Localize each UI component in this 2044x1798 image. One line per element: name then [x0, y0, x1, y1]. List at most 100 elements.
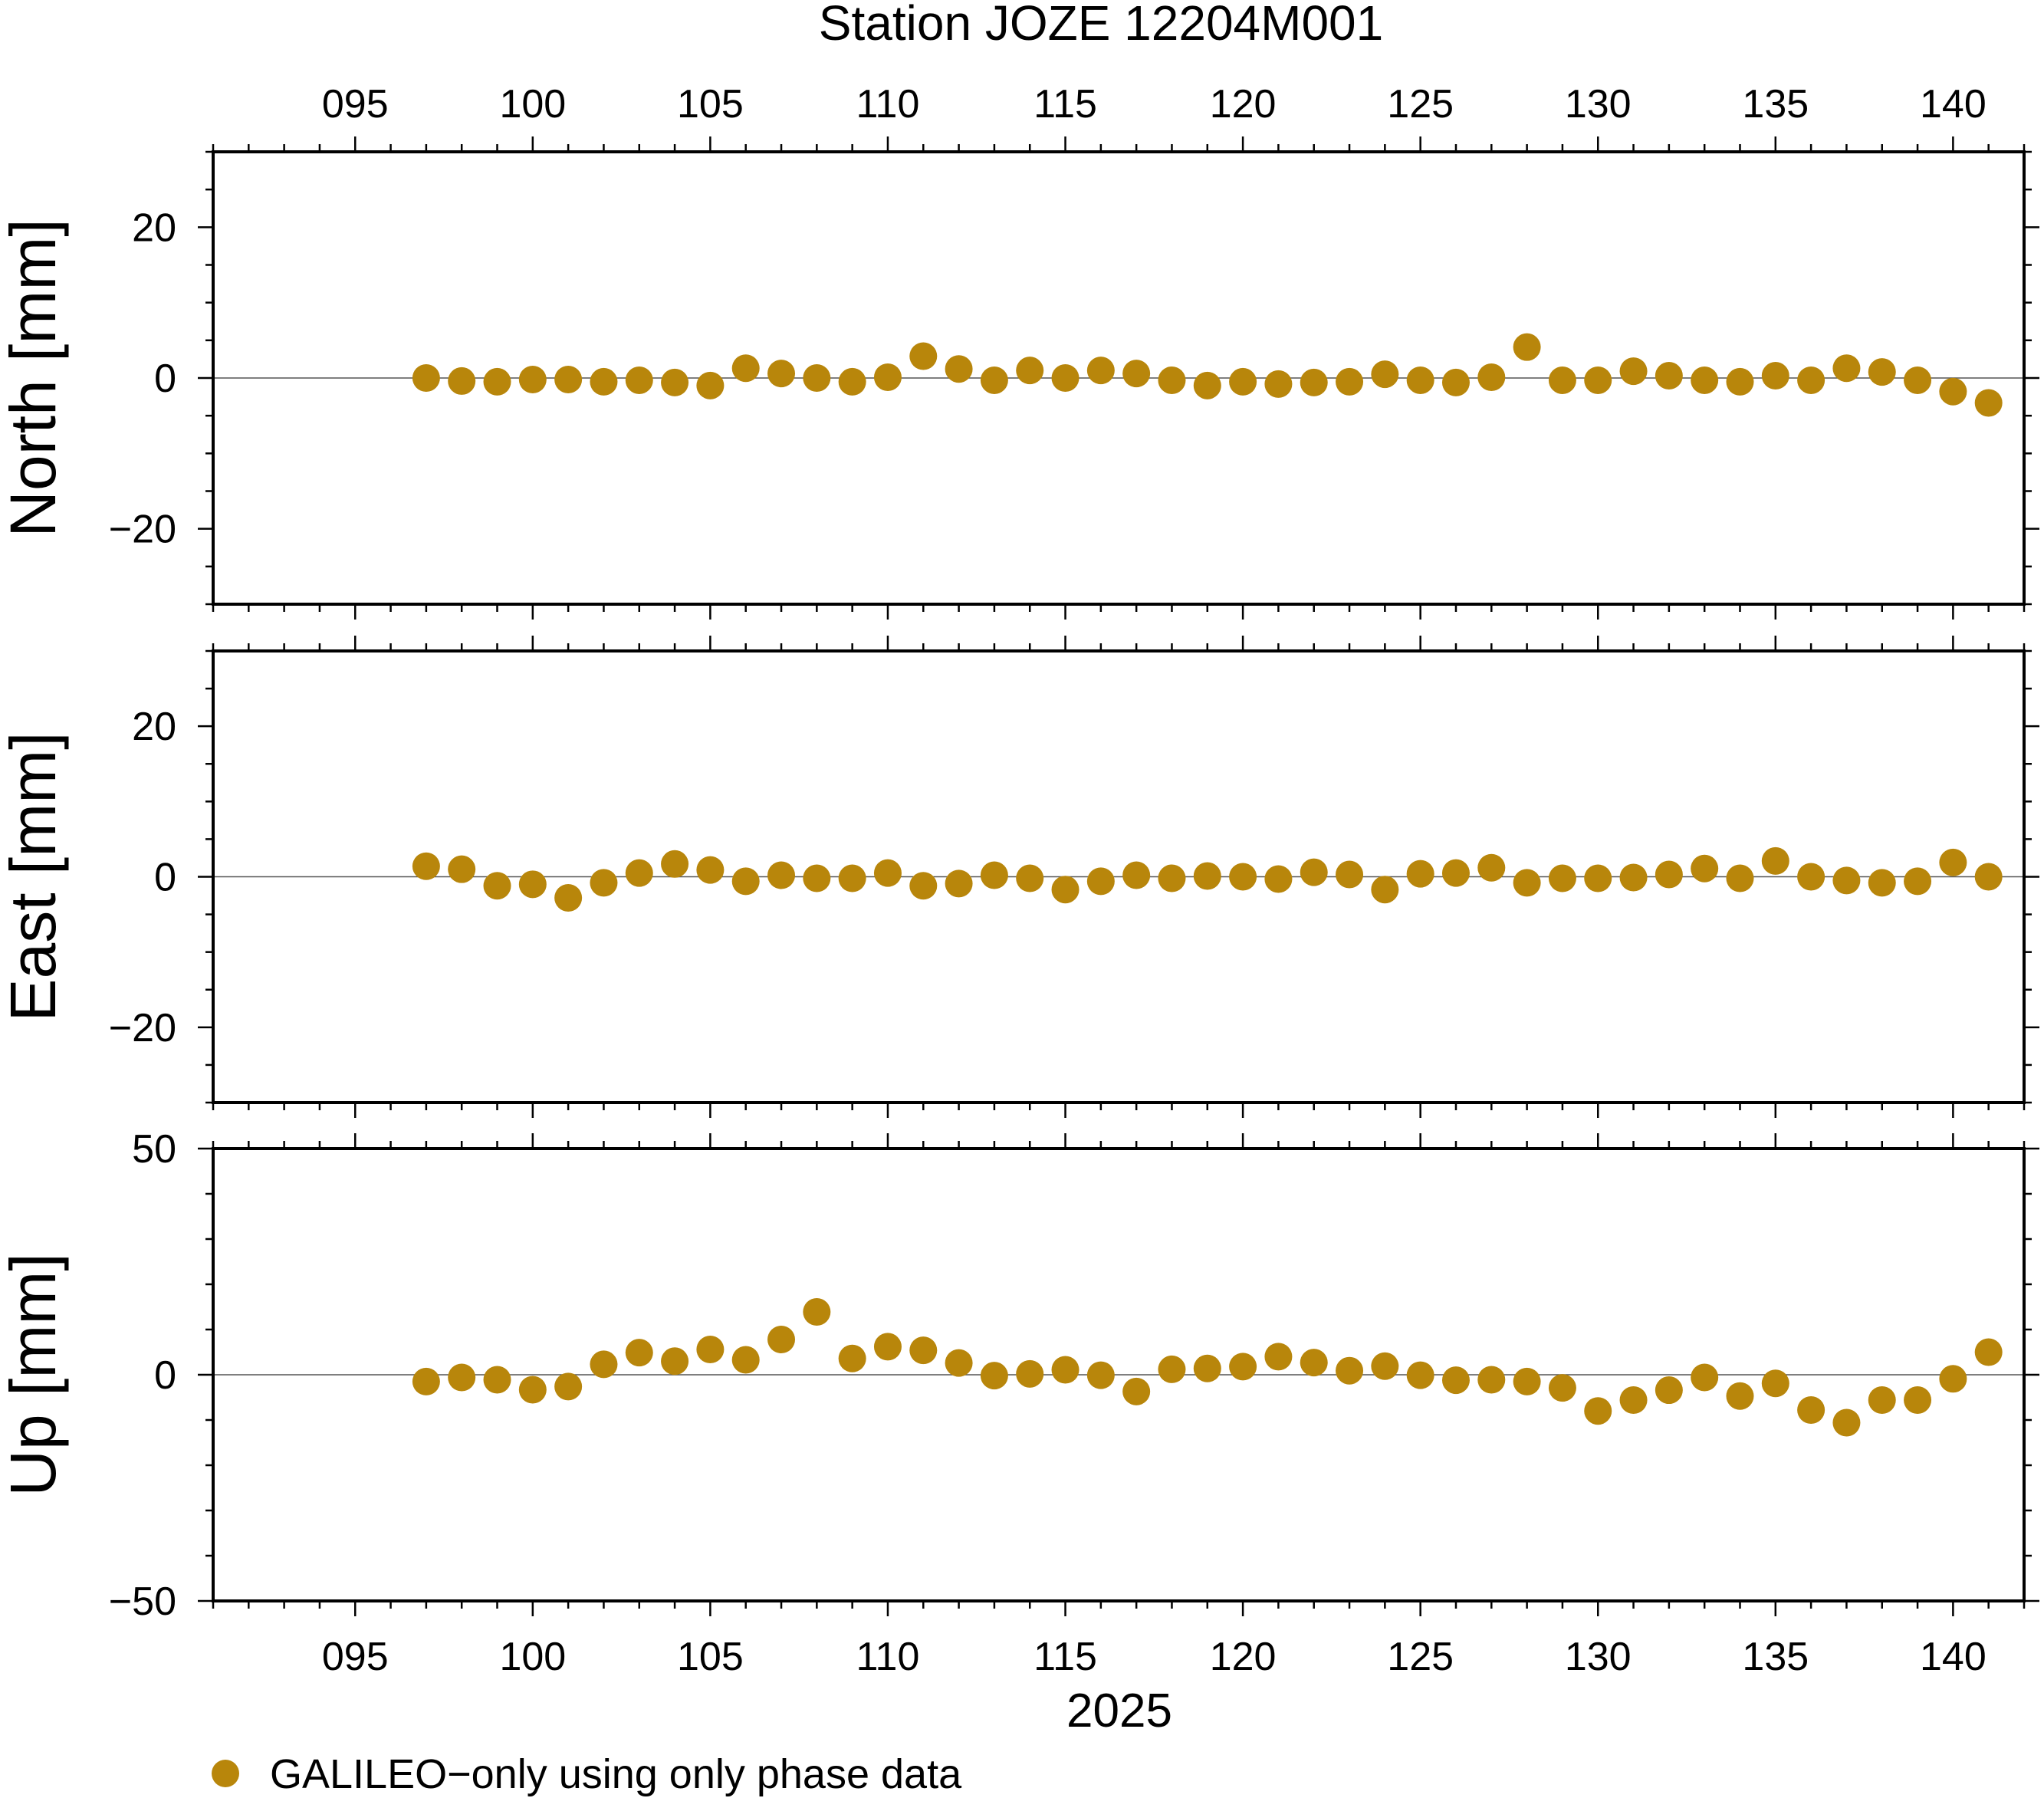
data-point: [980, 861, 1008, 889]
y-tick-label: 20: [132, 205, 176, 250]
data-point: [1619, 863, 1648, 892]
data-point: [980, 1362, 1008, 1390]
chart-title: Station JOZE 12204M001: [819, 0, 1383, 51]
data-point: [412, 364, 440, 392]
x-tick-label-top: 135: [1742, 82, 1809, 127]
data-point: [1051, 364, 1080, 392]
data-point: [1726, 1382, 1754, 1410]
data-point: [696, 1335, 725, 1363]
data-point: [1086, 1361, 1115, 1389]
data-point: [1868, 869, 1896, 897]
data-point: [1300, 1349, 1328, 1377]
data-point: [1548, 864, 1576, 892]
data-point: [518, 365, 547, 393]
x-tick-label-top: 130: [1565, 82, 1632, 127]
axis-labels: 095 100 105 110 115 120 125 130 135 140 095 100 105 1…: [322, 82, 1986, 1679]
x-tick-label-top: 105: [677, 82, 744, 127]
data-point: [483, 367, 511, 396]
data-point: [1441, 859, 1470, 887]
x-tick-label-bottom: 110: [856, 1635, 920, 1679]
data-point: [1761, 362, 1789, 390]
data-point: [909, 342, 938, 370]
data-point: [1300, 858, 1328, 886]
data-point: [873, 1333, 902, 1361]
data-point: [1371, 1352, 1399, 1380]
data-point: [1086, 867, 1115, 896]
data-point: [483, 872, 511, 900]
data-point: [1086, 357, 1115, 385]
data-point: [909, 1336, 938, 1365]
data-point: [1193, 862, 1221, 890]
x-tick-label-bottom: 105: [677, 1635, 744, 1679]
x-tick-label-top: 125: [1387, 82, 1454, 127]
data-point: [1619, 357, 1648, 386]
data-point: [448, 367, 476, 395]
y-tick-label: 0: [154, 357, 176, 401]
y-axis-label: Up [mm]: [0, 1253, 69, 1496]
y-axis-label: North [mm]: [0, 219, 69, 537]
data-point: [1939, 848, 1967, 876]
data-point: [1939, 1365, 1967, 1393]
data-point: [838, 367, 866, 396]
data-point: [412, 852, 440, 880]
data-point: [448, 1363, 476, 1392]
data-point: [448, 855, 476, 883]
x-tick-label-top: 115: [1034, 82, 1097, 127]
data-point: [1584, 1397, 1612, 1425]
data-point: [1904, 366, 1932, 394]
x-tick-label-bottom: 095: [322, 1635, 389, 1679]
data-point: [731, 867, 760, 896]
data-point: [518, 870, 547, 899]
data-point: [980, 366, 1008, 394]
data-point: [1868, 1386, 1896, 1415]
data-point: [1371, 360, 1399, 389]
data-point: [1761, 846, 1789, 875]
data-point: [1974, 389, 2003, 417]
legend-marker: [212, 1760, 239, 1787]
data-point: [1797, 366, 1825, 394]
data-point: [554, 365, 583, 393]
data-point: [1441, 368, 1470, 396]
y-tick-label: 0: [154, 1353, 176, 1398]
data-point: [625, 366, 653, 394]
y-tick-label: −20: [109, 508, 176, 552]
data-point: [412, 1367, 440, 1395]
x-tick-label-bottom: 115: [1034, 1635, 1097, 1679]
data-point: [1371, 876, 1399, 904]
x-tick-label-bottom: 125: [1387, 1635, 1454, 1679]
data-point: [1655, 1376, 1683, 1405]
data-point: [1158, 1355, 1186, 1383]
data-point: [1406, 1361, 1434, 1389]
data-point: [1158, 864, 1186, 892]
data-point: [945, 1349, 973, 1377]
x-tick-label-bottom: 135: [1742, 1635, 1809, 1679]
data-point: [909, 872, 938, 900]
data-point: [1122, 360, 1151, 388]
y-tick-label: 20: [132, 705, 176, 749]
data-point: [625, 1339, 653, 1367]
legend: GALILEO−only using only phase data: [212, 1751, 962, 1797]
data-point: [803, 364, 831, 392]
data-point: [1336, 1356, 1364, 1385]
data-point: [1726, 864, 1754, 892]
x-tick-label-top: 095: [322, 82, 389, 127]
data-point: [1051, 876, 1080, 904]
y-tick-label: 50: [132, 1127, 176, 1172]
data-point: [1051, 1356, 1080, 1384]
data-point: [1264, 1343, 1293, 1371]
data-point: [1122, 1377, 1151, 1405]
data-point: [1229, 863, 1257, 891]
data-point: [1655, 860, 1683, 889]
data-point: [1406, 366, 1434, 394]
panel-frame: [212, 1147, 2026, 1602]
data-point: [696, 371, 725, 399]
data-point: [1761, 1369, 1789, 1398]
data-point: [945, 869, 973, 898]
data-point: [518, 1376, 547, 1404]
data-point: [1193, 1354, 1221, 1382]
data-point: [767, 360, 796, 388]
x-tick-label-top: 100: [499, 82, 566, 127]
data-point: [767, 861, 796, 889]
data-point: [767, 1325, 796, 1353]
